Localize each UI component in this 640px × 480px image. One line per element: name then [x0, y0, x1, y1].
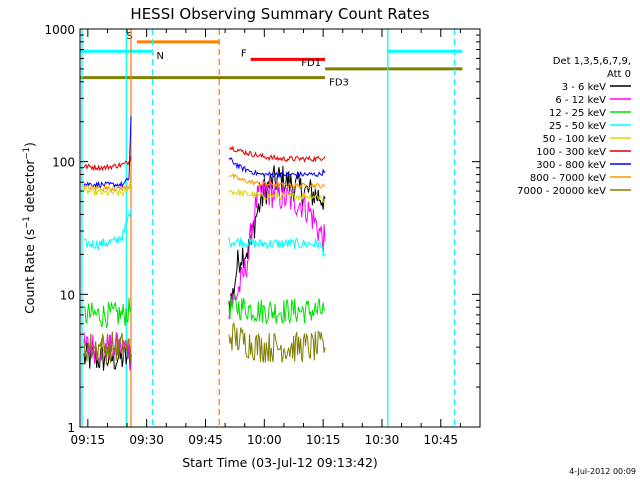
y-tick-label-1: 10 — [60, 288, 75, 302]
flag-label-n: N — [157, 51, 164, 62]
flag-label-f: F — [241, 48, 247, 59]
legend-label-0: 3 - 6 keV — [562, 82, 606, 93]
flag-label-fd3: FD3 — [329, 78, 349, 89]
y-axis-label-mid: detector — [22, 159, 37, 217]
legend: Det 1,3,5,6,7,9, Att 03 - 6 keV 6 - 12 keV… — [517, 56, 631, 197]
series-line-2-seg-0 — [83, 297, 132, 329]
y-axis-label-end: ) — [22, 142, 37, 147]
legend-label-1: 6 - 12 keV — [555, 95, 606, 106]
y-tick-label-2: 100 — [52, 156, 75, 170]
series-line-6-seg-1 — [228, 157, 326, 179]
legend-label-8: 7000 - 20000 keV — [517, 186, 606, 197]
y-axis-label-sup2: −1 — [22, 147, 32, 160]
x-tick-label-4: 10:15 — [306, 433, 341, 447]
y-axis-label: Count Rate (s−1 detector−1) — [22, 142, 37, 314]
chart-title: HESSI Observing Summary Count Rates — [130, 5, 429, 23]
legend-label-4: 50 - 100 keV — [543, 134, 607, 145]
plot-frame — [79, 28, 481, 428]
x-tick-label-6: 10:45 — [423, 433, 458, 447]
series-line-5-seg-0 — [83, 156, 132, 172]
legend-label-7: 800 - 7000 keV — [530, 173, 606, 184]
x-tick-label-5: 10:30 — [365, 433, 400, 447]
vertical-markers — [81, 29, 456, 427]
series-line-3-seg-0 — [83, 207, 132, 251]
x-axis-ticks: 09:15 09:30 09:45 10:00 10:15 10:30 10:45 — [71, 29, 461, 447]
y-axis-label-main: Count Rate (s — [22, 229, 37, 314]
flag-label-fd1: FD1 — [301, 58, 321, 69]
flag-bars: S N F FD1 FD3 — [80, 31, 463, 89]
flag-label-s: S — [127, 31, 133, 42]
series-line-8-seg-1 — [228, 322, 326, 363]
x-axis-label: Start Time (03-Jul-12 09:13:42) — [182, 455, 378, 470]
series-line-5-seg-1 — [228, 145, 326, 164]
series-line-7-seg-1 — [228, 173, 326, 190]
y-tick-label-3: 1000 — [44, 23, 75, 37]
x-tick-label-0: 09:15 — [71, 433, 106, 447]
legend-label-2: 12 - 25 keV — [549, 108, 606, 119]
series-line-2-seg-1 — [228, 294, 326, 325]
y-axis-ticks: 1 10 100 1000 — [44, 23, 480, 435]
y-axis-label-sup1: −1 — [22, 216, 32, 229]
series-line-0-seg-1 — [228, 165, 326, 315]
x-tick-label-1: 09:30 — [129, 433, 164, 447]
legend-label-6: 300 - 800 keV — [536, 160, 606, 171]
series-line-1-seg-0 — [83, 331, 132, 371]
series-line-4-seg-0 — [83, 182, 132, 198]
y-tick-label-0: 1 — [67, 421, 75, 435]
legend-label-5: 100 - 300 keV — [536, 147, 606, 158]
x-tick-label-2: 09:45 — [188, 433, 223, 447]
legend-header-1: Det 1,3,5,6,7,9, — [553, 56, 631, 67]
series-line-4-seg-1 — [228, 188, 326, 203]
legend-label-3: 25 - 50 keV — [549, 121, 606, 132]
series-line-6-seg-0 — [83, 116, 132, 189]
x-tick-label-3: 10:00 — [247, 433, 282, 447]
series-lines — [83, 116, 326, 371]
legend-header-2: Att 0 — [607, 69, 631, 80]
series-line-7-seg-0 — [83, 178, 132, 192]
series-line-3-seg-1 — [228, 236, 326, 258]
date-stamp: 4-Jul-2012 00:09 — [569, 467, 636, 476]
series-line-1-seg-1 — [228, 179, 326, 320]
series-line-8-seg-0 — [83, 332, 132, 364]
